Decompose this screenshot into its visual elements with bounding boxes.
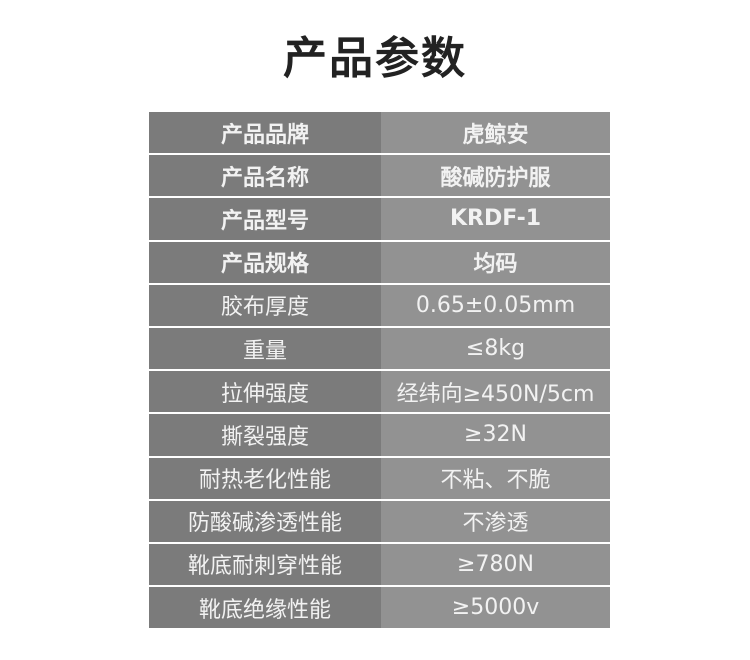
param-value: ≤8kg: [381, 327, 610, 370]
param-label: 撕裂强度: [149, 414, 381, 456]
param-label: 产品型号: [149, 198, 381, 240]
page-title: 产品参数: [283, 33, 467, 84]
param-label: 胶布厚度: [149, 284, 381, 326]
table-row: 产品名称 酸碱防护服: [149, 155, 610, 197]
param-label: 拉伸强度: [149, 371, 381, 413]
table-row: 产品品牌 虎鲸安: [149, 112, 610, 154]
table-row: 靴底绝缘性能 ≥5000v: [149, 587, 610, 629]
param-label: 靴底耐刺穿性能: [149, 543, 381, 586]
param-label: 耐热老化性能: [149, 457, 381, 499]
table-row: 拉伸强度 经纬向≥450N/5cm: [149, 371, 610, 413]
param-label: 产品品牌: [149, 112, 381, 154]
param-value: 均码: [381, 241, 610, 283]
table-row: 撕裂强度 ≥32N: [149, 414, 610, 456]
table-row: 产品型号 KRDF-1: [149, 198, 610, 240]
table-row: 防酸碱渗透性能 不渗透: [149, 500, 610, 542]
param-value: KRDF-1: [381, 198, 610, 240]
param-value: 不渗透: [381, 500, 610, 542]
table-row: 重量 ≤8kg: [149, 327, 610, 370]
param-value: ≥32N: [381, 414, 610, 456]
param-label: 产品规格: [149, 241, 381, 283]
param-value: ≥780N: [381, 543, 610, 586]
table-row: 耐热老化性能 不粘、不脆: [149, 457, 610, 499]
param-value: 虎鲸安: [381, 112, 610, 154]
parameter-table: 产品品牌 虎鲸安 产品名称 酸碱防护服 产品型号 KRDF-1 产品规格 均码 胶布厚度 0.65…: [149, 112, 610, 630]
param-label: 产品名称: [149, 155, 381, 197]
table-row: 靴底耐刺穿性能 ≥780N: [149, 543, 610, 586]
param-value: 酸碱防护服: [381, 155, 610, 197]
param-value: 0.65±0.05mm: [381, 284, 610, 326]
table-row: 胶布厚度 0.65±0.05mm: [149, 284, 610, 326]
param-label: 重量: [149, 327, 381, 370]
param-value: ≥5000v: [381, 587, 610, 629]
param-label: 防酸碱渗透性能: [149, 500, 381, 542]
param-value: 经纬向≥450N/5cm: [381, 371, 610, 413]
table-row: 产品规格 均码: [149, 241, 610, 283]
param-value: 不粘、不脆: [381, 457, 610, 499]
param-label: 靴底绝缘性能: [149, 587, 381, 629]
